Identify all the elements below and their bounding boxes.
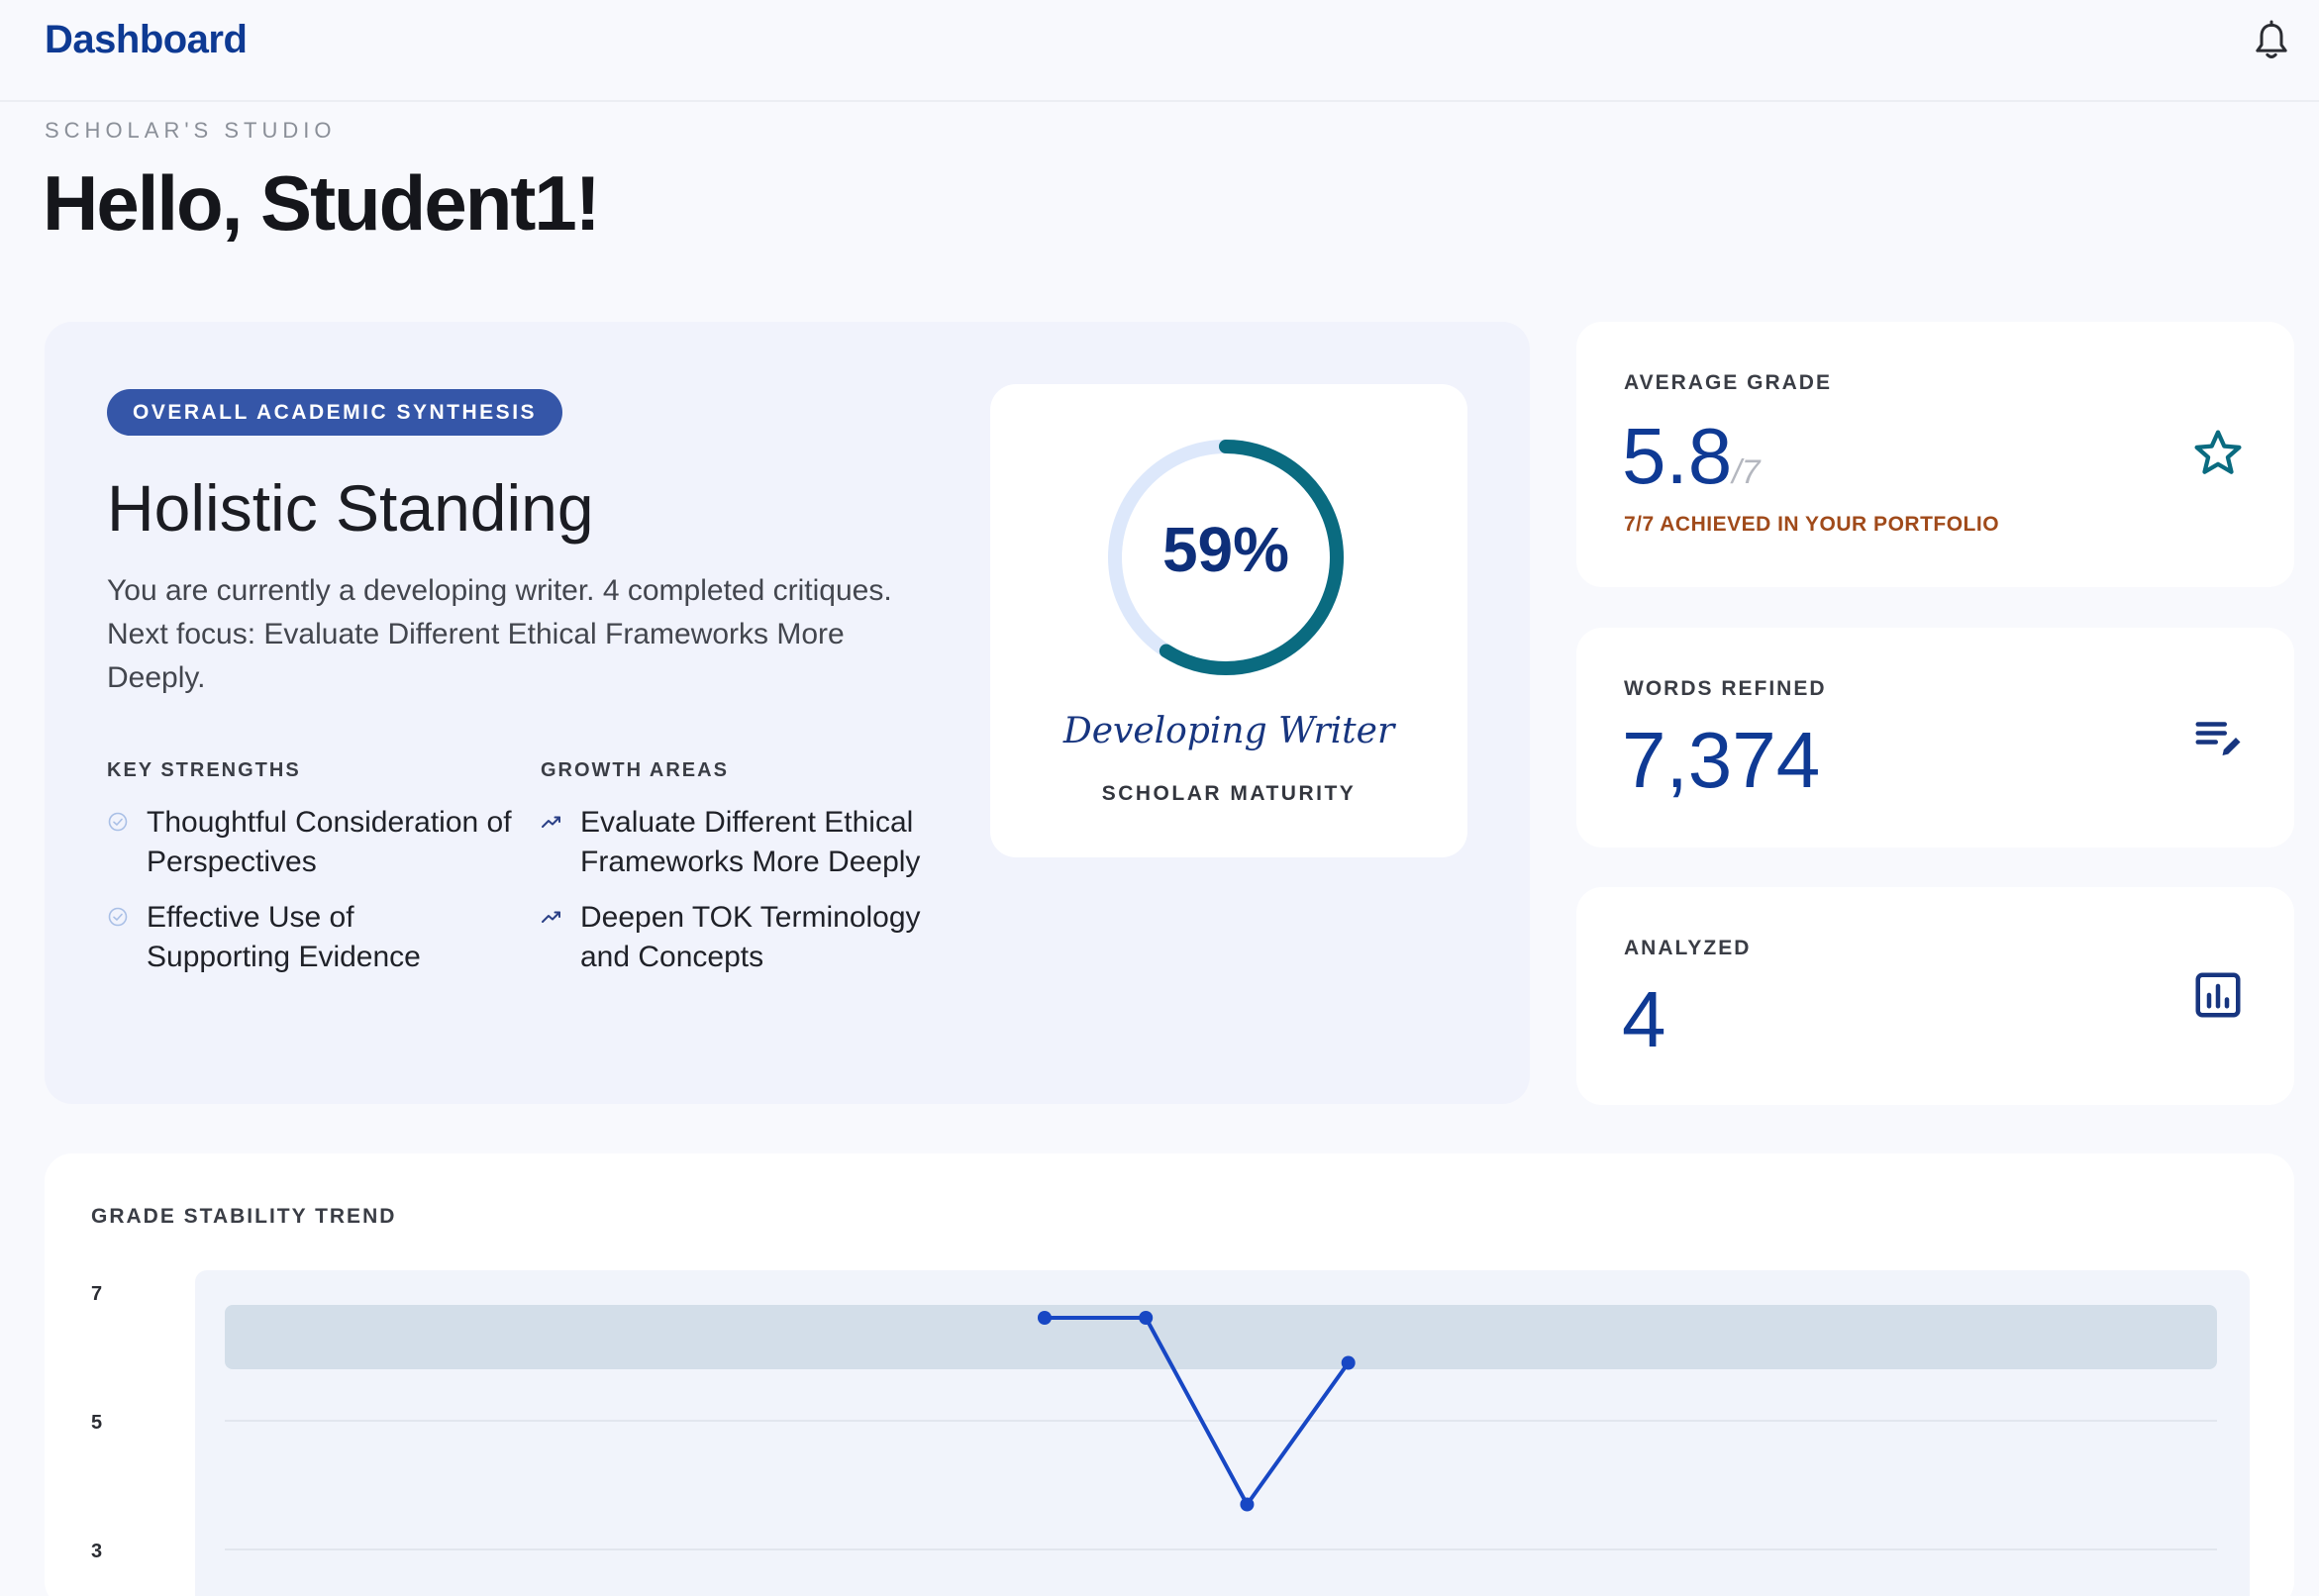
trend-point xyxy=(1341,1355,1356,1370)
page-eyebrow: SCHOLAR'S STUDIO xyxy=(45,118,337,143)
check-circle-icon xyxy=(108,812,128,832)
strengths-heading: KEY STRENGTHS xyxy=(107,759,301,781)
synthesis-panel: OVERALL ACADEMIC SYNTHESIS Holistic Stan… xyxy=(45,322,1530,1104)
trend-point xyxy=(1037,1311,1052,1325)
average-grade-card: AVERAGE GRADE 5.8/7 7/7 ACHIEVED IN YOUR… xyxy=(1576,322,2294,587)
growth-heading: GROWTH AREAS xyxy=(541,759,729,781)
trending-up-icon xyxy=(542,816,560,828)
dashboard-title[interactable]: Dashboard xyxy=(45,18,248,61)
growth-item: Deepen TOK Terminology and Concepts xyxy=(580,901,921,973)
growth-item: Evaluate Different Ethical Frameworks Mo… xyxy=(580,806,921,878)
target-band xyxy=(225,1305,2217,1369)
maturity-subtitle: SCHOLAR MATURITY xyxy=(1101,782,1357,805)
y-tick-label: 3 xyxy=(91,1541,102,1562)
y-tick-label: 5 xyxy=(91,1412,102,1434)
trend-point xyxy=(1139,1311,1154,1325)
average-grade-note: 7/7 ACHIEVED IN YOUR PORTFOLIO xyxy=(1624,513,2000,536)
synthesis-badge: OVERALL ACADEMIC SYNTHESIS xyxy=(107,389,563,436)
words-refined-value: 7,374 xyxy=(1622,716,1821,804)
bar-chart-icon xyxy=(2195,972,2241,1018)
analyzed-label: ANALYZED xyxy=(1624,937,1752,959)
analyzed-card: ANALYZED 4 xyxy=(1576,887,2294,1105)
average-grade-suffix: /7 xyxy=(1732,453,1761,491)
star-icon xyxy=(2194,430,2242,474)
maturity-level: Developing Writer xyxy=(1062,711,1395,751)
top-bar: Dashboard xyxy=(0,0,2319,102)
strength-item: Effective Use of Supporting Evidence xyxy=(147,901,421,973)
average-grade-label: AVERAGE GRADE xyxy=(1624,371,1832,394)
average-grade-number: 5.8 xyxy=(1622,412,1733,500)
grade-trend-chart: 7 5 3 xyxy=(91,1270,2250,1596)
maturity-progress-ring xyxy=(1108,440,1344,675)
check-circle-icon xyxy=(108,907,128,927)
synthesis-description: You are currently a developing writer. 4… xyxy=(107,574,892,694)
trend-title: GRADE STABILITY TREND xyxy=(91,1205,397,1228)
trend-line xyxy=(1044,1316,1351,1507)
maturity-percent: 59% xyxy=(1161,514,1290,585)
words-refined-label: WORDS REFINED xyxy=(1624,677,1827,700)
words-refined-card: WORDS REFINED 7,374 xyxy=(1576,628,2294,848)
average-grade-value: 5.8/7 xyxy=(1622,411,1761,502)
grade-trend-card: GRADE STABILITY TREND 7 5 3 xyxy=(45,1153,2294,1596)
maturity-card: 59% Developing Writer SCHOLAR MATURITY xyxy=(990,384,1467,857)
trending-up-icon xyxy=(542,911,560,923)
page-title: Hello, Student1! xyxy=(43,159,601,247)
trend-point xyxy=(1240,1497,1255,1512)
synthesis-title: Holistic Standing xyxy=(107,471,594,545)
strength-item: Thoughtful Consideration of Perspectives xyxy=(147,806,512,878)
analyzed-value: 4 xyxy=(1622,975,1666,1063)
edit-list-icon xyxy=(2195,722,2241,755)
bell-icon[interactable] xyxy=(2252,20,2291,63)
y-tick-label: 7 xyxy=(91,1283,102,1305)
